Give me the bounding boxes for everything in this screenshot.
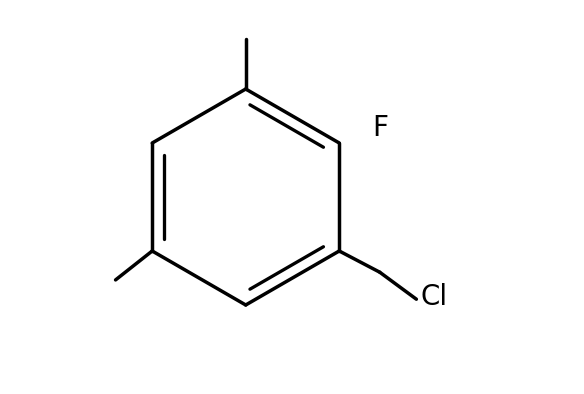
Text: Cl: Cl (420, 283, 447, 311)
Text: F: F (372, 113, 388, 141)
